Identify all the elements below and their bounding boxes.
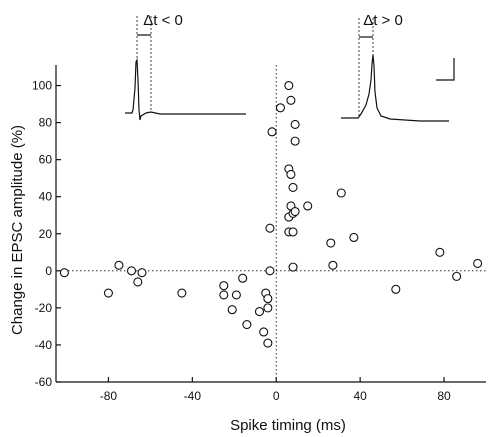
y-tick-label: 40: [39, 190, 53, 204]
data-point: [263, 338, 273, 348]
y-tick-label: 20: [39, 227, 53, 241]
y-tick-label: -40: [35, 338, 53, 352]
data-point: [103, 288, 113, 298]
data-point: [288, 262, 298, 272]
data-point: [267, 127, 277, 137]
data-point: [290, 136, 300, 146]
data-point: [114, 260, 124, 270]
data-point: [452, 271, 462, 281]
data-point: [349, 232, 359, 243]
y-axis-label: Change in EPSC amplitude (%): [9, 125, 26, 335]
data-point: [219, 281, 229, 291]
data-point: [231, 290, 241, 300]
voltage-trace: [125, 57, 246, 121]
plot-frame: [55, 65, 486, 383]
y-tick-label: 80: [39, 116, 53, 130]
inset-label-positive: Δt > 0: [363, 12, 403, 29]
inset-label-negative: Δt < 0: [143, 12, 183, 29]
x-tick-label: 40: [353, 389, 367, 403]
data-point: [303, 201, 313, 211]
y-tick-label: 0: [45, 264, 52, 278]
data-point: [133, 277, 143, 287]
x-tick-label: -80: [100, 389, 118, 403]
data-point: [254, 307, 265, 317]
data-point: [326, 238, 336, 248]
reference-lines: [56, 65, 486, 382]
data-point: [275, 103, 285, 113]
data-point: [288, 182, 298, 192]
data-point: [265, 223, 275, 233]
inset-positive-timing: Δt > 0: [341, 12, 455, 122]
scale-bar: [436, 58, 455, 81]
y-tick-label: -60: [35, 375, 53, 389]
data-point: [242, 320, 252, 330]
voltage-trace: [341, 54, 449, 122]
data-point: [473, 258, 483, 268]
data-point: [328, 260, 338, 270]
data-point: [336, 188, 346, 198]
data-point: [126, 266, 137, 276]
y-tick-label: 100: [32, 79, 52, 93]
data-point: [288, 227, 298, 237]
y-tick-label: -20: [35, 301, 53, 315]
data-point: [59, 268, 69, 278]
x-tick-label: -40: [184, 389, 202, 403]
data-point: [238, 273, 248, 283]
data-point: [177, 288, 187, 298]
y-axis-ticks: -60 -40 -20 0 20 40 60 80 100: [32, 79, 61, 389]
data-points: [59, 80, 483, 348]
data-point: [290, 119, 300, 129]
data-point: [137, 268, 147, 278]
x-tick-label: 0: [273, 389, 280, 403]
x-axis-ticks: -80 -40 0 40 80: [100, 377, 451, 403]
y-tick-label: 60: [39, 153, 53, 167]
data-point: [286, 95, 296, 105]
data-point: [286, 169, 296, 180]
data-point: [259, 327, 269, 337]
data-point: [265, 266, 275, 276]
x-tick-label: 80: [437, 389, 451, 403]
data-point: [219, 290, 229, 300]
x-axis-label: Spike timing (ms): [230, 417, 346, 434]
data-point: [290, 206, 300, 217]
inset-negative-timing: Δt < 0: [125, 12, 246, 121]
data-point: [263, 303, 273, 313]
data-point: [284, 80, 294, 91]
data-point: [391, 284, 401, 294]
data-point: [435, 247, 445, 257]
data-point: [227, 305, 237, 315]
data-point: [263, 294, 273, 304]
